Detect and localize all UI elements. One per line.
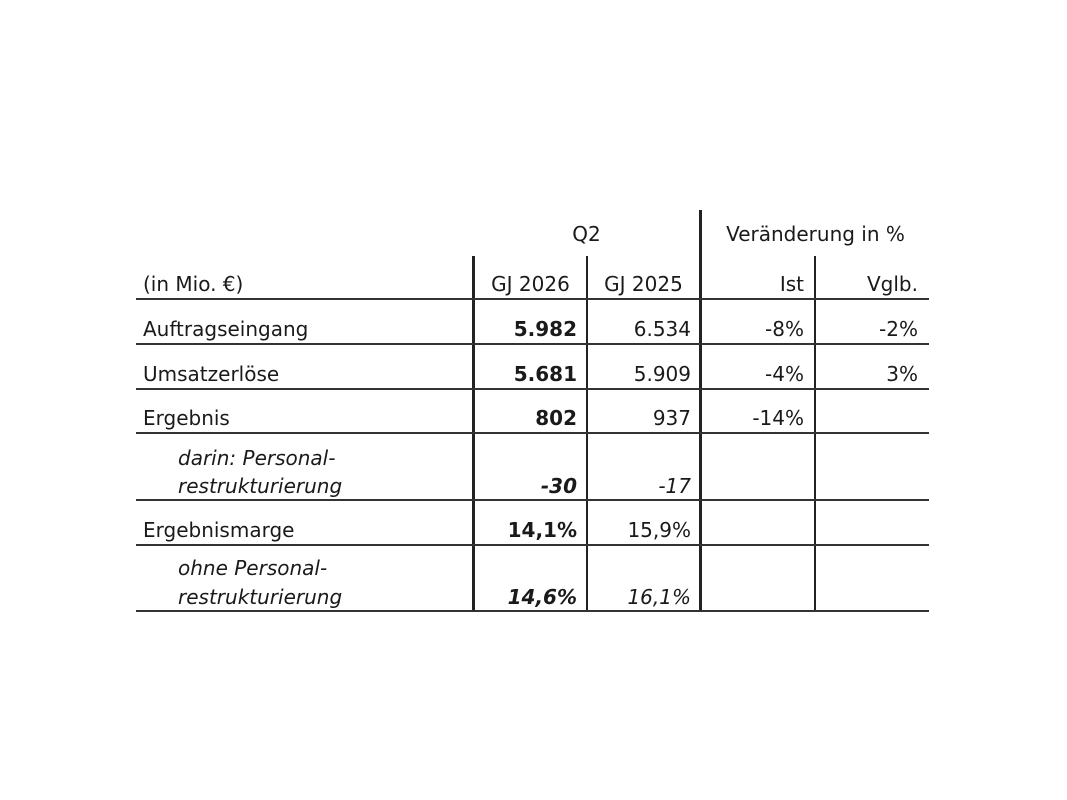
value-current: 5.982: [513, 317, 577, 341]
column-divider-group: [699, 210, 702, 612]
value-current: 14,1%: [507, 518, 577, 542]
value-comparable: 3%: [886, 362, 918, 386]
row-label-line2: restrukturierung: [178, 474, 343, 498]
value-current: 802: [535, 406, 577, 430]
column-divider-actual: [814, 256, 816, 612]
value-actual: -8%: [765, 317, 804, 341]
row-label-line1: ohne Personal-: [178, 556, 328, 580]
row-label-line1: darin: Personal-: [178, 446, 336, 470]
value-prior: 5.909: [633, 362, 691, 386]
value-prior: 16,1%: [627, 585, 691, 609]
column-divider-current: [586, 256, 588, 612]
row-label: Ergebnis: [143, 406, 230, 430]
row-label: Umsatzerlöse: [143, 362, 280, 386]
value-current: -30: [540, 474, 577, 498]
change-group-header: Veränderung in %: [726, 222, 905, 246]
value-current: 5.681: [513, 362, 577, 386]
value-prior: 937: [652, 406, 691, 430]
unit-label: (in Mio. €): [143, 272, 244, 296]
column-header-comparable: Vglb.: [867, 272, 918, 296]
row-divider: [136, 343, 929, 345]
value-actual: -4%: [765, 362, 804, 386]
column-divider-label: [472, 256, 475, 612]
financial-table: Q2 Veränderung in % (in Mio. €) GJ 2026 …: [136, 210, 929, 612]
row-label: Ergebnismarge: [143, 518, 295, 542]
value-current: 14,6%: [507, 585, 577, 609]
column-header-prior: GJ 2025: [604, 272, 683, 296]
column-header-actual: Ist: [779, 272, 804, 296]
period-group-header: Q2: [572, 222, 601, 246]
row-divider: [136, 610, 929, 612]
value-prior: -17: [658, 474, 691, 498]
column-header-current: GJ 2026: [491, 272, 570, 296]
row-divider: [136, 432, 929, 434]
value-actual: -14%: [752, 406, 804, 430]
row-label: Auftragseingang: [143, 317, 309, 341]
value-comparable: -2%: [879, 317, 918, 341]
row-divider: [136, 544, 929, 546]
value-prior: 6.534: [633, 317, 691, 341]
row-divider: [136, 499, 929, 501]
row-label-line2: restrukturierung: [178, 585, 343, 609]
row-divider: [136, 388, 929, 390]
row-divider: [136, 298, 929, 300]
value-prior: 15,9%: [627, 518, 691, 542]
